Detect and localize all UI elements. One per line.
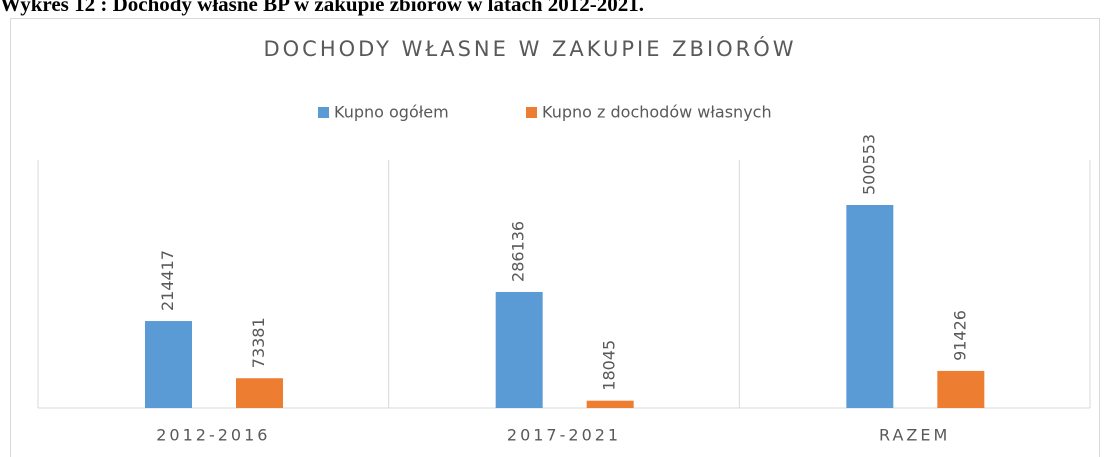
data-label: 214417 — [158, 250, 177, 311]
data-label: 286136 — [509, 221, 528, 282]
bar — [495, 291, 543, 408]
data-label: 91426 — [950, 310, 969, 361]
bar — [236, 378, 283, 408]
legend-swatch — [318, 107, 329, 118]
legend-label: Kupno z dochodów własnych — [542, 103, 772, 122]
legend-label: Kupno ogółem — [334, 103, 449, 122]
chart-title: DOCHODY WŁASNE W ZAKUPIE ZBIORÓW — [263, 36, 796, 61]
x-tick-label: RAZEM — [879, 426, 950, 445]
data-label: 18045 — [600, 340, 619, 391]
x-tick-label: 2017-2021 — [507, 426, 621, 445]
caption: Wykres 12 : Dochody własne BP w zakupie … — [0, 0, 644, 16]
legend-swatch — [526, 107, 537, 118]
data-label: 73381 — [249, 317, 268, 368]
x-tick-label: 2012-2016 — [156, 426, 270, 445]
bar — [586, 400, 634, 408]
bar — [937, 370, 985, 408]
data-label: 500553 — [859, 134, 878, 195]
bar — [846, 205, 894, 408]
bar — [145, 321, 192, 408]
